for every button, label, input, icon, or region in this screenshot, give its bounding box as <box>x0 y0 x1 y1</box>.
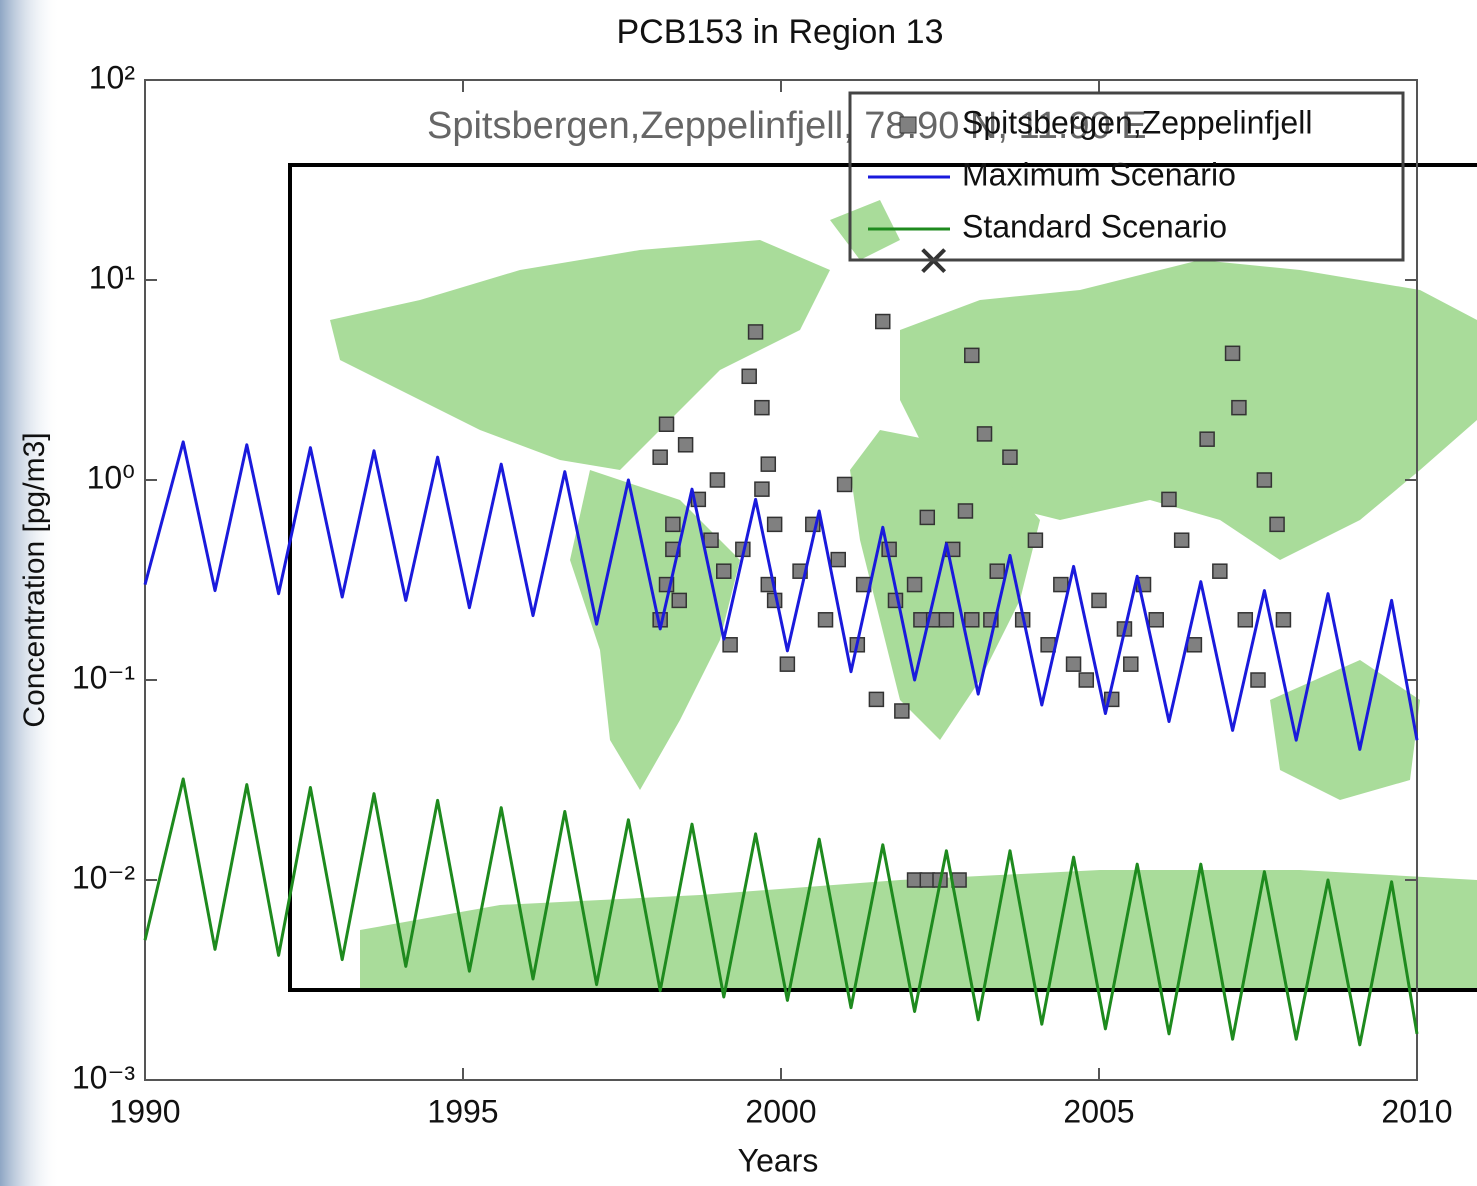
y-tick-label: 10⁻³ <box>72 1059 135 1095</box>
y-tick-label: 10⁻¹ <box>72 659 135 695</box>
scatter-point <box>703 532 719 548</box>
background-edge <box>0 0 60 1186</box>
scatter-point <box>938 612 955 628</box>
scatter-point <box>1091 592 1107 609</box>
y-tick-label: 10⁻² <box>72 859 135 895</box>
scatter-point <box>709 472 726 488</box>
series-line <box>143 777 1419 1047</box>
scatter-point <box>658 416 675 432</box>
scatter-point <box>919 509 936 526</box>
legend-box <box>848 91 1405 262</box>
scatter-point <box>1250 672 1266 688</box>
legend-label: Standard Scenario <box>962 208 1227 244</box>
scatter-point <box>1269 516 1285 533</box>
scatter-point <box>1199 431 1215 447</box>
scatter-point <box>741 368 757 385</box>
scatter-point <box>1002 449 1018 465</box>
scatter-point <box>1237 612 1254 628</box>
map-frame <box>288 163 1477 992</box>
scatter-point <box>1065 656 1082 672</box>
scatter-point <box>906 576 923 593</box>
scatter-point <box>652 449 668 465</box>
scatter-point <box>868 691 885 708</box>
x-axis-label: Years <box>738 1142 819 1178</box>
scatter-point <box>1123 656 1139 672</box>
scatter-point <box>1231 399 1247 416</box>
scatter-point <box>677 437 694 453</box>
scatter-point <box>964 612 980 628</box>
scatter-point <box>665 516 681 533</box>
scatter-point <box>875 313 891 330</box>
scatter-point <box>766 516 783 533</box>
scatter-point <box>1256 472 1273 488</box>
scatter-point <box>747 324 764 340</box>
chart-title: PCB153 in Region 13 <box>616 13 943 51</box>
scatter-point <box>716 563 732 579</box>
scatter-point <box>1275 612 1292 628</box>
scatter-point <box>671 592 687 609</box>
scatter-point <box>1148 612 1164 628</box>
x-tick-label: 2000 <box>745 1093 816 1129</box>
annotation: Spitsbergen,Zeppelinfjell, 78.90 N, 11.9… <box>427 105 1147 147</box>
scatter-point <box>919 872 936 888</box>
scatter-point <box>754 481 770 497</box>
x-tick-label: 1990 <box>109 1093 180 1129</box>
scatter-point <box>779 656 796 672</box>
legend-label: Spitsbergen,Zeppelinfjell <box>962 104 1312 140</box>
legend-marker <box>899 116 917 134</box>
scatter-point <box>913 612 929 628</box>
scatter-point <box>1186 637 1203 653</box>
y-tick-label: 10¹ <box>89 259 135 295</box>
scatter-point <box>836 476 853 493</box>
map-background <box>330 200 1477 990</box>
x-tick-label: 1995 <box>427 1093 498 1129</box>
scatter-point <box>964 347 980 364</box>
scatter-point <box>1161 491 1177 508</box>
scatter-point <box>830 551 846 568</box>
scatter-point <box>1224 345 1241 362</box>
x-tick-label: 2005 <box>1063 1093 1134 1129</box>
scatter-point <box>1173 532 1190 548</box>
scatter-point <box>760 456 777 472</box>
scatter-point <box>957 503 974 519</box>
y-tick-label: 10⁰ <box>87 459 135 495</box>
scatter-point <box>754 399 770 416</box>
scatter-point <box>1027 532 1044 548</box>
series-line <box>143 440 1419 751</box>
scatter-point <box>989 563 1005 579</box>
scatter-point <box>1053 576 1069 593</box>
scatter-point <box>976 426 993 442</box>
x-tick-label: 2010 <box>1381 1093 1452 1129</box>
scatter-point <box>817 612 834 628</box>
scatter-point <box>906 872 923 888</box>
scatter-point <box>894 703 910 719</box>
legend-label: Maximum Scenario <box>962 156 1236 192</box>
scatter-point <box>722 637 738 653</box>
y-tick-label: 10² <box>89 59 136 95</box>
scatter-point <box>1078 672 1095 688</box>
y-axis-label: Concentration [pg/m3] <box>18 432 51 727</box>
scatter-point <box>1212 563 1228 579</box>
